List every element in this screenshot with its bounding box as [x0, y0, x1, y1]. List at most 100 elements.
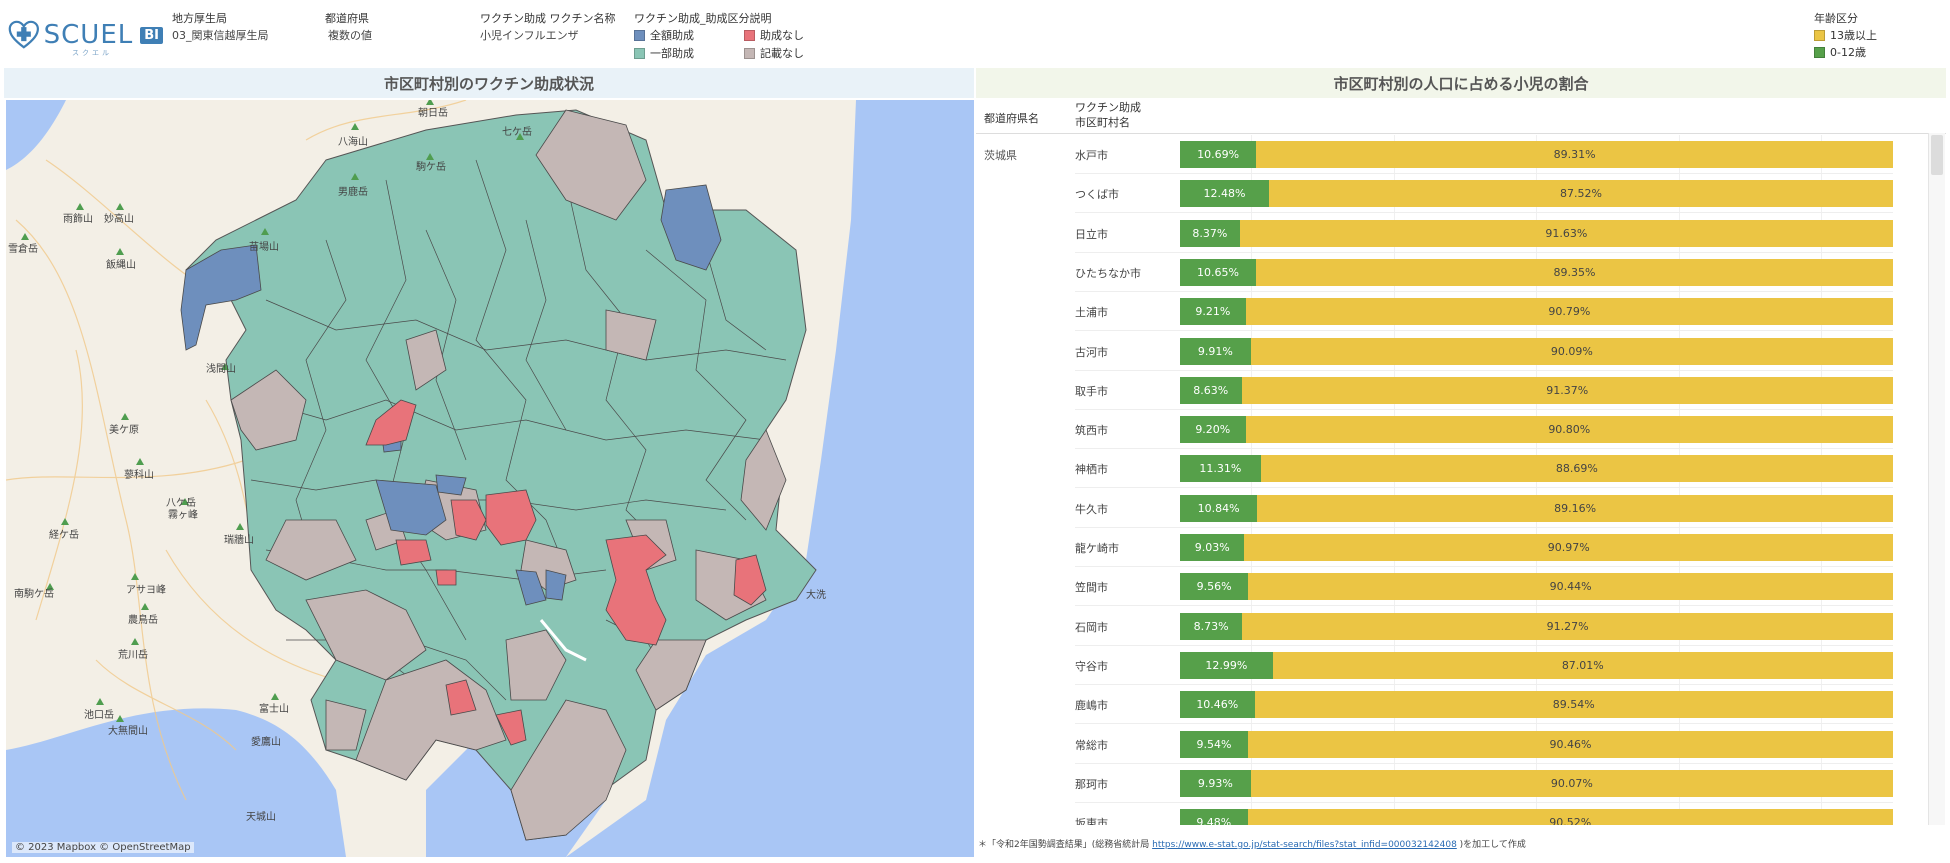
bar-segment-13plus[interactable]: 88.69% [1260, 455, 1893, 483]
column-header-prefecture[interactable]: 都道府県名 [984, 112, 1039, 125]
stacked-bar[interactable]: 9.20% 90.80% [1180, 416, 1893, 444]
bar-segment-13plus[interactable]: 89.54% [1254, 691, 1893, 719]
bar-segment-0-12[interactable]: 8.37% [1180, 219, 1240, 247]
bar-segment-0-12[interactable]: 8.63% [1180, 376, 1242, 404]
stacked-bar[interactable]: 8.63% 91.37% [1180, 376, 1893, 404]
stacked-bar[interactable]: 10.69% 89.31% [1180, 141, 1893, 168]
legend-item-0-12[interactable]: 0-12歳 [1814, 44, 1877, 61]
table-row[interactable]: 筑西市 9.20% 90.80% [976, 410, 1922, 450]
bar-segment-0-12[interactable]: 8.73% [1180, 612, 1243, 640]
stacked-bar[interactable]: 9.56% 90.44% [1180, 573, 1893, 601]
scrollbar-thumb[interactable] [1931, 135, 1943, 175]
city-name-cell: 鹿嶋市 [1075, 699, 1108, 713]
stacked-bar[interactable]: 8.37% 91.63% [1180, 219, 1893, 247]
row-divider [1075, 369, 1893, 371]
bar-label-13plus: 89.54% [1552, 698, 1595, 712]
table-row[interactable]: 石岡市 8.73% 91.27% [976, 607, 1922, 646]
stacked-bar[interactable]: 9.03% 90.97% [1180, 534, 1893, 561]
bar-segment-13plus[interactable]: 90.52% [1247, 809, 1893, 825]
stacked-bar[interactable]: 8.73% 91.27% [1180, 612, 1893, 640]
stacked-bar[interactable]: 12.99% 87.01% [1180, 651, 1893, 679]
table-row[interactable]: 神栖市 11.31% 88.69% [976, 449, 1922, 489]
bar-segment-13plus[interactable]: 87.52% [1268, 180, 1893, 208]
bar-segment-0-12[interactable]: 10.65% [1180, 258, 1256, 286]
filter-vaccine-name[interactable]: ワクチン助成 ワクチン名称 小児インフルエンザ [480, 10, 616, 44]
bar-segment-0-12[interactable]: 9.48% [1180, 809, 1248, 825]
region-none [365, 399, 767, 746]
table-row[interactable]: 坂東市 9.48% 90.52% [976, 803, 1922, 825]
table-row[interactable]: 鹿嶋市 10.46% 89.54% [976, 685, 1922, 725]
bar-label-13plus: 90.79% [1548, 305, 1591, 319]
city-name-cell: 取手市 [1075, 384, 1108, 398]
place-label: 蓼科山 [124, 468, 154, 481]
bar-segment-13plus[interactable]: 89.31% [1256, 141, 1893, 168]
stacked-bar[interactable]: 9.91% 90.09% [1180, 337, 1893, 365]
legend-item-none[interactable]: 助成なし [744, 27, 834, 44]
bar-segment-13plus[interactable]: 91.37% [1241, 376, 1893, 404]
bar-segment-0-12[interactable]: 9.54% [1180, 730, 1249, 758]
bar-segment-0-12[interactable]: 11.31% [1180, 455, 1261, 483]
bar-segment-13plus[interactable]: 87.01% [1272, 651, 1893, 679]
bar-segment-13plus[interactable]: 90.46% [1248, 730, 1893, 758]
table-row[interactable]: 土浦市 9.21% 90.79% [976, 292, 1922, 332]
map-canvas[interactable]: 朝日岳 八海山 七ケ岳 駒ケ岳 男鹿岳 雨飾山 妙高山 苗場山 雪倉岳 飯縄山 … [6, 100, 974, 857]
bar-segment-13plus[interactable]: 89.35% [1255, 258, 1893, 286]
map-attribution[interactable]: © 2023 Mapbox © OpenStreetMap [12, 842, 194, 853]
table-scrollbar[interactable] [1928, 133, 1945, 825]
footnote-link[interactable]: https://www.e-stat.go.jp/stat-search/fil… [1152, 840, 1457, 850]
table-row[interactable]: つくば市 12.48% 87.52% [976, 174, 1922, 214]
choropleth-map[interactable]: 朝日岳 八海山 七ケ岳 駒ケ岳 男鹿岳 雨飾山 妙高山 苗場山 雪倉岳 飯縄山 … [6, 100, 974, 857]
table-row[interactable]: 笠間市 9.56% 90.44% [976, 567, 1922, 607]
stacked-bar[interactable]: 10.84% 89.16% [1180, 494, 1893, 522]
place-label: 飯縄山 [106, 258, 136, 271]
bar-segment-0-12[interactable]: 12.48% [1180, 180, 1269, 208]
bar-segment-0-12[interactable]: 10.46% [1180, 691, 1255, 719]
bar-segment-0-12[interactable]: 9.93% [1180, 769, 1251, 797]
table-row[interactable]: 取手市 8.63% 91.37% [976, 371, 1922, 410]
legend-swatch [1814, 30, 1825, 41]
table-row[interactable]: 那珂市 9.93% 90.07% [976, 764, 1922, 803]
bar-segment-13plus[interactable]: 91.63% [1239, 219, 1893, 247]
legend-item-partial[interactable]: 一部助成 [634, 45, 744, 62]
table-row[interactable]: 日立市 8.37% 91.63% [976, 214, 1922, 253]
bar-segment-13plus[interactable]: 90.44% [1248, 573, 1893, 601]
table-row[interactable]: 水戸市 10.69% 89.31% [976, 135, 1922, 174]
bar-segment-13plus[interactable]: 89.16% [1257, 494, 1893, 522]
stacked-bar[interactable]: 9.48% 90.52% [1180, 809, 1893, 825]
bar-segment-13plus[interactable]: 90.09% [1250, 337, 1893, 365]
stacked-bar[interactable]: 10.46% 89.54% [1180, 691, 1893, 719]
bar-segment-0-12[interactable]: 9.03% [1180, 534, 1245, 561]
legend-item-13plus[interactable]: 13歳以上 [1814, 27, 1877, 44]
legend-item-full[interactable]: 全額助成 [634, 27, 744, 44]
table-row[interactable]: 古河市 9.91% 90.09% [976, 332, 1922, 371]
table-row[interactable]: 守谷市 12.99% 87.01% [976, 646, 1922, 685]
filter-regional-bureau[interactable]: 地方厚生局 03_関東信越厚生局 [172, 10, 269, 44]
bar-segment-13plus[interactable]: 90.97% [1244, 534, 1893, 561]
stacked-bar[interactable]: 9.54% 90.46% [1180, 730, 1893, 758]
filter-prefecture[interactable]: 都道府県 複数の値 [325, 10, 372, 44]
stacked-bar[interactable]: 12.48% 87.52% [1180, 180, 1893, 208]
bar-segment-13plus[interactable]: 90.80% [1245, 416, 1893, 444]
stacked-bar[interactable]: 10.65% 89.35% [1180, 258, 1893, 286]
table-row[interactable]: ひたちなか市 10.65% 89.35% [976, 253, 1922, 292]
stacked-bar[interactable]: 9.93% 90.07% [1180, 769, 1893, 797]
stacked-bar[interactable]: 9.21% 90.79% [1180, 298, 1893, 326]
bar-segment-0-12[interactable]: 9.20% [1180, 416, 1246, 444]
column-header-city[interactable]: ワクチン助成 市区町村名 [1075, 100, 1141, 130]
legend-item-unlisted[interactable]: 記載なし [744, 45, 834, 62]
bar-segment-13plus[interactable]: 90.07% [1250, 769, 1893, 797]
bar-segment-0-12[interactable]: 10.69% [1180, 141, 1257, 168]
stacked-bar-table[interactable]: 茨城県 水戸市 10.69% 89.31% つくば市 12.48% 87.52% 日立市 8.… [976, 135, 1922, 825]
bar-segment-0-12[interactable]: 12.99% [1180, 651, 1273, 679]
bar-segment-0-12[interactable]: 9.91% [1180, 337, 1251, 365]
logo[interactable]: SCUEL BI スクエル [8, 16, 163, 57]
bar-segment-0-12[interactable]: 9.21% [1180, 298, 1246, 326]
bar-segment-13plus[interactable]: 91.27% [1242, 612, 1893, 640]
table-row[interactable]: 常総市 9.54% 90.46% [976, 725, 1922, 764]
bar-segment-0-12[interactable]: 9.56% [1180, 573, 1249, 601]
bar-segment-13plus[interactable]: 90.79% [1245, 298, 1893, 326]
stacked-bar[interactable]: 11.31% 88.69% [1180, 455, 1893, 483]
table-row[interactable]: 龍ケ崎市 9.03% 90.97% [976, 528, 1922, 567]
table-row[interactable]: 牛久市 10.84% 89.16% [976, 489, 1922, 528]
bar-segment-0-12[interactable]: 10.84% [1180, 494, 1258, 522]
